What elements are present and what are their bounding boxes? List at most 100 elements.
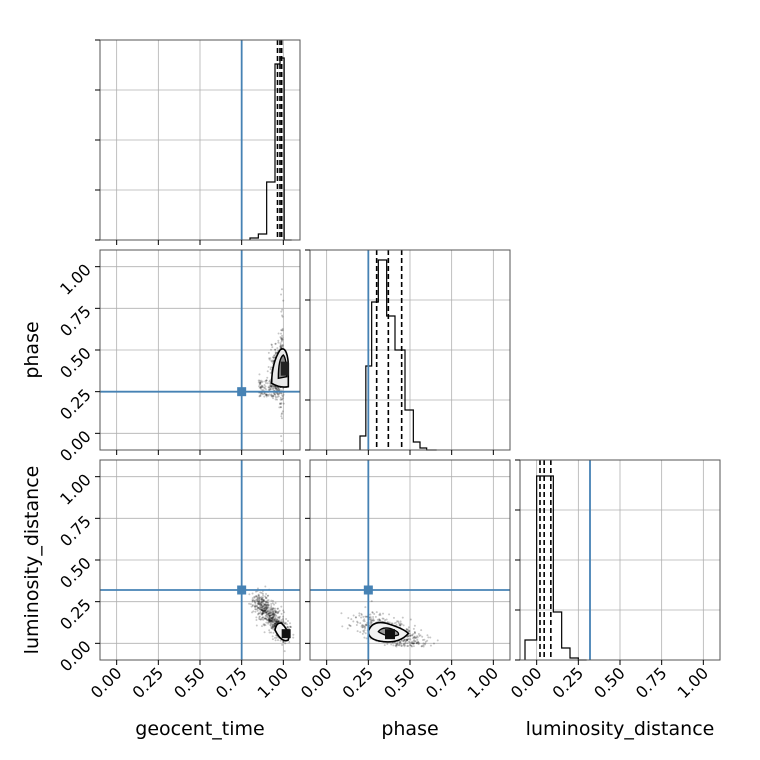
sample-point	[273, 623, 276, 626]
sample-point	[251, 611, 254, 614]
sample-point	[412, 640, 415, 643]
sample-point	[263, 384, 266, 387]
sample-point	[277, 616, 280, 619]
sample-point	[262, 611, 265, 614]
sample-point	[390, 622, 393, 625]
sample-point	[266, 605, 269, 608]
sample-point	[260, 381, 263, 384]
contour-peak	[385, 629, 395, 640]
sample-point	[252, 599, 255, 602]
sample-point	[280, 413, 283, 416]
sample-point	[262, 610, 265, 613]
sample-point	[413, 642, 416, 645]
sample-point	[274, 387, 277, 390]
sample-point	[258, 395, 261, 398]
truth-marker	[363, 585, 373, 595]
sample-point	[270, 394, 273, 397]
sample-point	[260, 613, 263, 616]
sample-point	[264, 624, 267, 627]
sample-point	[274, 619, 277, 622]
sample-point	[417, 632, 420, 635]
sample-point	[275, 621, 278, 624]
contour-peak	[280, 361, 289, 376]
sample-point	[281, 398, 284, 401]
sample-point	[257, 594, 260, 597]
sample-point	[284, 621, 287, 624]
sample-point	[257, 612, 260, 615]
sample-point	[276, 607, 279, 610]
sample-point	[262, 599, 265, 602]
sample-point	[260, 600, 263, 603]
sample-point	[255, 616, 258, 619]
sample-point	[413, 636, 416, 639]
sample-point	[272, 613, 275, 616]
sample-point	[271, 635, 274, 638]
sample-point	[268, 610, 271, 613]
sample-point	[261, 612, 264, 615]
sample-point	[398, 624, 401, 627]
sample-point	[281, 327, 284, 330]
sample-point	[258, 597, 261, 600]
sample-point	[261, 380, 264, 383]
sample-point	[257, 607, 260, 610]
panel-grid	[520, 460, 720, 660]
sample-point	[257, 606, 260, 609]
sample-point	[277, 620, 280, 623]
sample-point	[378, 618, 381, 621]
sample-point	[268, 616, 271, 619]
sample-point	[268, 386, 271, 389]
sample-point	[258, 385, 261, 388]
sample-point	[403, 644, 406, 647]
sample-point	[270, 626, 273, 629]
sample-point	[260, 608, 263, 611]
sample-point	[274, 393, 277, 396]
sample-point	[262, 607, 265, 610]
sample-point	[265, 606, 268, 609]
sample-point	[370, 619, 373, 622]
sample-point	[410, 641, 413, 644]
sample-point	[268, 618, 271, 621]
sample-point	[409, 634, 412, 637]
sample-point	[393, 622, 396, 625]
sample-point	[292, 636, 295, 639]
sample-point	[254, 605, 257, 608]
sample-point	[261, 609, 264, 612]
sample-point	[276, 398, 279, 401]
sample-point	[261, 592, 264, 595]
sample-point	[429, 636, 432, 639]
sample-point	[281, 410, 284, 413]
sample-point	[267, 351, 270, 354]
sample-point	[281, 315, 284, 318]
sample-point	[274, 348, 277, 351]
sample-point	[400, 639, 403, 642]
sample-point	[258, 600, 261, 603]
sample-point	[426, 634, 429, 637]
sample-point	[269, 623, 272, 626]
sample-point	[384, 619, 387, 622]
sample-point	[271, 616, 274, 619]
sample-point	[280, 337, 283, 340]
sample-point	[271, 619, 274, 622]
sample-point	[281, 617, 284, 620]
sample-point	[261, 611, 264, 614]
sample-point	[279, 336, 282, 339]
sample-point	[282, 618, 285, 621]
sample-point	[407, 628, 410, 631]
sample-point	[261, 596, 264, 599]
sample-point	[261, 598, 264, 601]
sample-point	[250, 605, 253, 608]
sample-point	[280, 338, 283, 341]
sample-point	[263, 611, 266, 614]
sample-point	[263, 617, 266, 620]
sample-point	[264, 393, 267, 396]
sample-point	[274, 611, 277, 614]
sample-point	[275, 387, 278, 390]
sample-point	[259, 608, 262, 611]
x-tick-label: 1.00	[464, 663, 503, 702]
sample-point	[268, 631, 271, 634]
sample-point	[271, 609, 274, 612]
sample-point	[270, 611, 273, 614]
sample-point	[409, 643, 412, 646]
sample-point	[251, 592, 254, 595]
sample-point	[348, 624, 351, 627]
